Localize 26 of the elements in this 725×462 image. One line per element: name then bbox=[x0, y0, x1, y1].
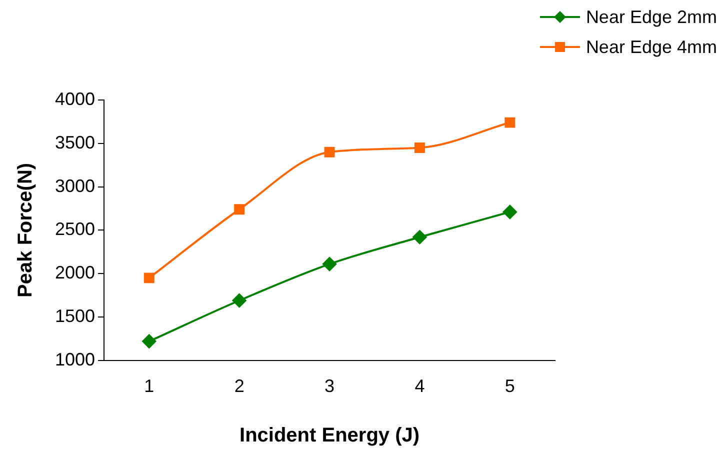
x-tick-label: 5 bbox=[504, 376, 515, 396]
point bbox=[414, 142, 425, 153]
x-tick-label: 2 bbox=[234, 376, 244, 396]
y-tick-label: 3000 bbox=[54, 176, 96, 196]
x-tick-label: 3 bbox=[324, 376, 335, 396]
y-tick-label: 4000 bbox=[54, 88, 96, 109]
legend-label: Near Edge 4mm bbox=[586, 36, 717, 58]
y-tick-label: 1500 bbox=[54, 306, 96, 326]
point bbox=[502, 204, 517, 219]
point bbox=[142, 334, 156, 348]
point bbox=[144, 272, 154, 284]
point bbox=[234, 204, 245, 215]
x-tick-label: 4 bbox=[414, 376, 425, 396]
x-axis-title: Incident Energy (J) bbox=[240, 424, 420, 447]
y-axis-title: Peak Force(N) bbox=[14, 162, 37, 298]
point bbox=[412, 230, 427, 244]
point bbox=[504, 117, 516, 128]
legend-label: Near Edge 2mm bbox=[586, 6, 717, 28]
y-tick-label: 2000 bbox=[54, 262, 96, 283]
point bbox=[322, 257, 337, 272]
point bbox=[232, 294, 246, 308]
y-tick-label: 1000 bbox=[54, 349, 96, 370]
point bbox=[324, 146, 335, 158]
y-tick-label: 2500 bbox=[54, 219, 96, 240]
y-tick-label: 3500 bbox=[54, 132, 96, 152]
x-tick-label: 1 bbox=[144, 376, 154, 396]
